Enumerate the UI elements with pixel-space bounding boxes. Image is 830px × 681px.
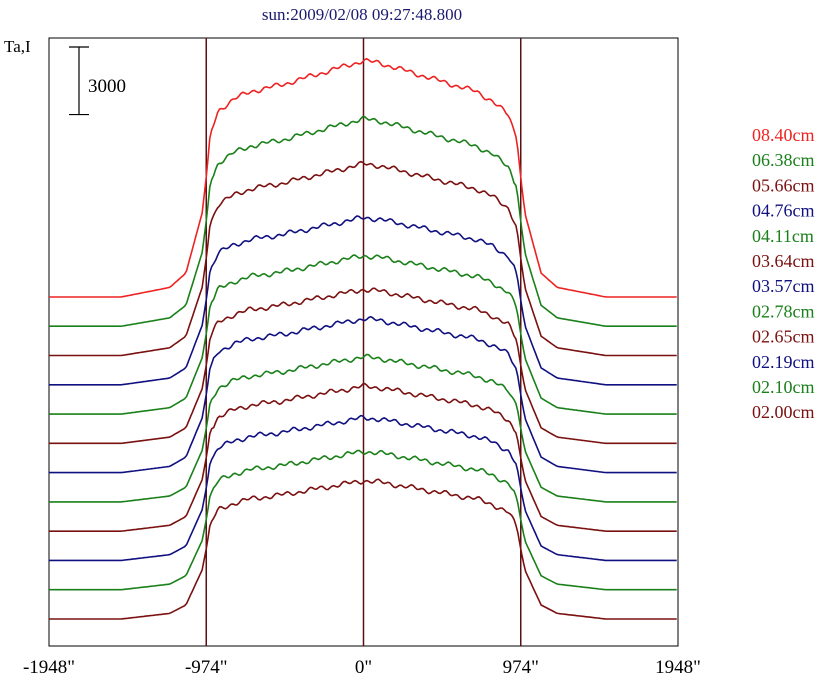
chart-title: sun:2009/02/08 09:27:48.800 — [262, 5, 462, 24]
limb-markers — [205, 38, 522, 646]
scale-bar: 3000 — [69, 46, 126, 116]
x-tick-labels: -1948" -974" 0" 974" 1948" — [23, 657, 701, 678]
x-tick-label: 1948" — [655, 657, 701, 678]
series-line-03.64cm — [49, 287, 677, 445]
legend-entry: 08.40cm — [752, 125, 815, 145]
legend-entry: 02.65cm — [752, 327, 815, 347]
legend-entry: 04.76cm — [752, 201, 815, 221]
series-line-02.65cm — [49, 382, 677, 532]
series-line-02.10cm — [49, 449, 677, 591]
legend-entry: 03.64cm — [752, 251, 815, 271]
x-tick-label: -974" — [185, 657, 228, 678]
legend: 08.40cm 06.38cm 05.66cm 04.76cm 04.11cm 03.64… — [752, 125, 815, 422]
legend-entry: 02.78cm — [752, 301, 815, 321]
legend-entry: 02.19cm — [752, 352, 815, 372]
legend-entry: 06.38cm — [752, 150, 815, 170]
legend-entry: 02.10cm — [752, 377, 815, 397]
series-line-06.38cm — [49, 115, 677, 327]
series-line-04.11cm — [49, 254, 677, 415]
y-axis-label: Ta,I — [4, 37, 31, 56]
series-line-02.78cm — [49, 353, 677, 503]
scale-bar-label: 3000 — [88, 76, 126, 97]
legend-entry: 03.57cm — [752, 276, 815, 296]
profile-curves — [49, 57, 677, 620]
series-line-08.40cm — [49, 57, 677, 298]
x-tick-label: -1948" — [23, 657, 75, 678]
series-line-05.66cm — [49, 160, 677, 357]
legend-entry: 04.11cm — [752, 226, 814, 246]
x-tick-label: 0" — [355, 657, 372, 678]
series-line-03.57cm — [49, 315, 677, 474]
series-line-04.76cm — [49, 215, 677, 386]
legend-entry: 05.66cm — [752, 175, 815, 195]
series-line-02.00cm — [49, 478, 677, 620]
legend-entry: 02.00cm — [752, 402, 815, 422]
x-tick-label: 974" — [503, 657, 539, 678]
series-line-02.19cm — [49, 414, 677, 562]
